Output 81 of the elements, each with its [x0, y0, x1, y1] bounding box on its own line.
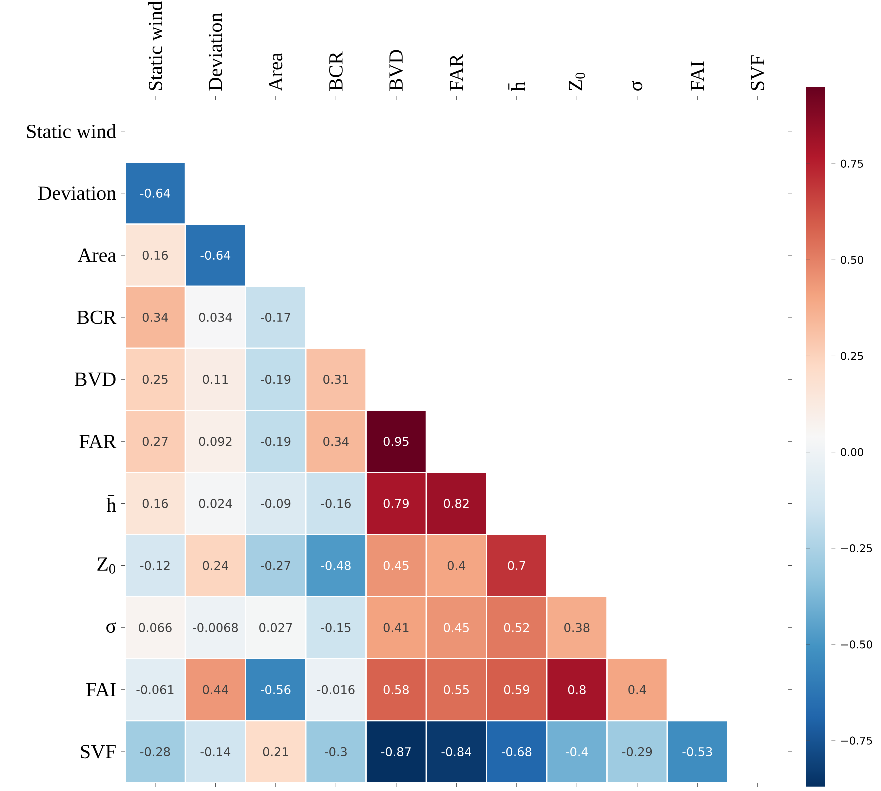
data-label: -0.016 — [317, 685, 355, 694]
data-label: 0.58 — [384, 685, 409, 694]
data-label: -0.17 — [261, 313, 290, 322]
data-label: 0.41 — [384, 623, 409, 632]
data-label: -0.56 — [261, 685, 291, 694]
data-label: -0.48 — [321, 561, 351, 570]
x-tick-label: Z$_{0}$ — [569, 72, 586, 91]
data-label: 0.45 — [444, 623, 469, 632]
data-label: 0.34 — [324, 437, 349, 446]
data-label: 0.21 — [263, 747, 288, 756]
data-label: -0.0068 — [193, 623, 238, 632]
data-label: -0.15 — [321, 623, 351, 632]
data-label: 0.4 — [448, 561, 466, 570]
data-label: 0.52 — [504, 623, 530, 632]
data-label: 0.31 — [324, 375, 348, 384]
data-label: -0.19 — [261, 375, 291, 384]
color-bar-label: −0.75 — [841, 736, 872, 745]
data-label: -0.64 — [200, 250, 231, 260]
data-label: -0.16 — [321, 499, 351, 508]
x-tick-label: h̄ — [508, 82, 526, 92]
x-tick-label: σ — [632, 81, 643, 91]
data-label: 0.8 — [568, 685, 586, 694]
data-label: 0.82 — [444, 499, 469, 508]
data-label: 0.24 — [203, 561, 228, 570]
y-tick-label: FAI — [86, 683, 116, 697]
data-label: 0.59 — [504, 685, 530, 694]
y-tick-label: FAR — [80, 435, 117, 448]
data-label: -0.3 — [325, 747, 347, 756]
data-label: -0.19 — [261, 437, 291, 446]
data-label: 0.38 — [564, 623, 590, 632]
data-label: 0.027 — [260, 623, 292, 632]
data-label: -0.84 — [442, 747, 472, 756]
data-label: -0.68 — [502, 747, 532, 756]
y-tick-label: h̄ — [106, 495, 116, 512]
data-label: 0.092 — [199, 437, 232, 446]
y-tick-label: σ — [106, 622, 116, 634]
data-label: -0.64 — [140, 188, 170, 198]
y-tick-label: BCR — [77, 310, 117, 324]
data-label: -0.53 — [682, 747, 712, 756]
x-tick-label: BVD — [390, 50, 404, 92]
data-label: 0.7 — [508, 561, 526, 570]
data-label: 0.95 — [384, 437, 409, 446]
data-label: 0.11 — [203, 375, 228, 384]
color-bar-label: 0.00 — [841, 448, 864, 456]
data-label: 0.44 — [203, 685, 228, 694]
data-label: -0.12 — [140, 561, 170, 570]
data-label: -0.28 — [140, 747, 170, 756]
data-label: -0.29 — [622, 747, 652, 756]
color-bar-label: 0.25 — [841, 352, 864, 360]
data-label: -0.4 — [566, 747, 588, 756]
data-label: 0.79 — [384, 499, 409, 508]
y-tick-label: Static wind — [27, 124, 116, 138]
data-label: 0.45 — [384, 561, 409, 570]
data-label: 0.16 — [142, 499, 168, 508]
data-label: 0.034 — [199, 313, 232, 322]
data-label: -0.87 — [381, 747, 411, 756]
y-tick-label: Area — [78, 248, 116, 262]
data-label: 0.4 — [628, 685, 646, 694]
x-tick-label: BCR — [329, 52, 343, 92]
y-tick-label: Deviation — [38, 186, 116, 200]
color-bar-label: 0.75 — [841, 160, 864, 168]
data-label: 0.34 — [142, 313, 168, 322]
x-tick-label: FAR — [450, 54, 464, 92]
x-tick-label: Deviation — [208, 13, 222, 92]
data-label: 0.55 — [444, 685, 469, 694]
data-label: -0.14 — [200, 747, 231, 756]
color-bar-label: −0.50 — [841, 640, 872, 649]
data-label: 0.024 — [199, 499, 232, 508]
data-label: -0.061 — [136, 685, 174, 694]
data-label: 0.16 — [142, 250, 168, 260]
color-bar-label: −0.25 — [841, 544, 872, 553]
data-label: -0.09 — [261, 499, 291, 508]
x-tick-label: SVF — [751, 56, 765, 90]
color-bar-label: 0.50 — [841, 256, 864, 264]
y-tick-label: Z$_{0}$ — [98, 558, 116, 574]
y-tick-label: SVF — [81, 745, 116, 759]
x-tick-label: FAI — [691, 62, 704, 92]
data-label: -0.27 — [261, 561, 290, 570]
y-tick-label: BVD — [74, 372, 116, 386]
data-label: 0.066 — [139, 623, 172, 632]
x-tick-label: Area — [269, 53, 283, 92]
